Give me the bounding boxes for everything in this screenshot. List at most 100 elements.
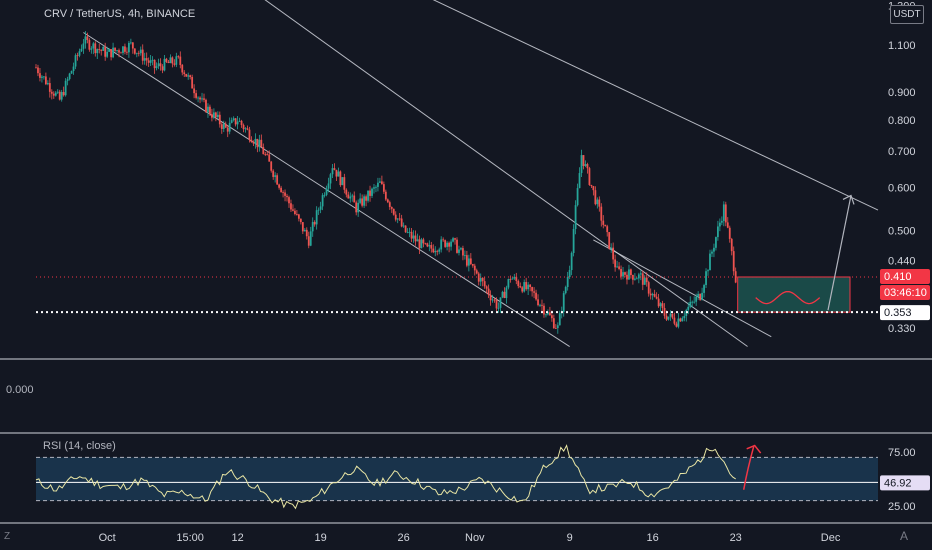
candle-body [72,66,75,72]
candle-body [319,206,322,210]
candle-body [475,270,478,274]
candle-body [296,214,298,215]
candle-body [628,269,630,280]
candle-body [406,231,409,233]
candle-body [539,304,541,306]
candle-body [669,313,672,317]
candle-body [673,317,676,324]
candle-body [705,271,707,285]
candle-body [159,63,162,67]
candle-body [112,47,114,58]
candle-body [339,171,342,186]
candle-body [78,51,81,56]
candle-body [311,222,314,232]
candle-body [250,139,253,143]
candle-body [491,299,494,301]
candle-body [653,294,656,297]
candle-body [444,240,447,247]
candle-body [691,301,694,303]
candle-body [266,154,269,156]
candle-body [709,253,711,271]
candle-body [35,67,37,69]
symbol-title: CRV / TetherUS, 4h, BINANCE [44,8,196,20]
candle-body [462,248,464,256]
candle-body [191,76,194,89]
candle-body [718,222,721,227]
time-tick-label: 26 [398,532,410,544]
candle-body [349,196,352,199]
candle-body [521,287,524,292]
candle-body [460,248,462,250]
candle-body [177,56,180,58]
candle-body [175,56,178,65]
candle-body [568,270,571,278]
candle-body [297,214,300,219]
candle-body [323,194,326,196]
candle-body [270,161,273,171]
candle-body [505,287,508,299]
candle-body [258,139,261,148]
candle-body [643,277,646,285]
candle-body [380,181,383,185]
candle-body [566,277,569,288]
forecast-arrow-head [842,194,855,205]
candle-body [355,202,358,213]
candle-body [335,169,338,177]
candle-body [126,51,128,53]
candle-body [469,258,472,265]
rsi-up-arrow [742,446,755,490]
candle-body [226,127,229,132]
auto-scale-icon[interactable]: A [900,529,909,543]
candle-body [56,91,59,93]
candle-body [137,52,140,54]
candle-body [351,195,354,197]
candle-body [574,205,577,229]
candle-body [618,266,620,269]
axis-badges: 0.410 03:46:10 0.353 46.92 [880,268,930,491]
candle-body [157,63,160,67]
candle-body [303,229,306,232]
forecast-wave [755,290,821,305]
timezone-icon[interactable]: Z [4,531,11,542]
candle-body [582,155,585,166]
candle-body [135,52,138,54]
candle-body [39,73,41,78]
candle-body [720,220,723,223]
candle-body [630,269,632,276]
candle-body [487,288,490,295]
candle-body [171,57,174,64]
candle-body [572,228,575,253]
price-tick-label: 0.500 [888,225,916,237]
candle-body [361,198,364,206]
channel-line-4 [593,239,772,338]
candle-body [325,188,328,195]
candle-body [129,42,132,44]
rsi-pane [35,444,878,510]
candle-body [616,266,618,268]
currency-button[interactable]: USDT [890,5,924,24]
candle-body [517,280,520,287]
candle-body [207,106,209,113]
candle-body [614,259,617,268]
candle-body [64,80,67,96]
candle-body [365,196,367,201]
candle-body [578,173,581,189]
last-price-badge: 0.410 [884,271,912,283]
candle-body [438,249,441,252]
candle-body [711,251,713,254]
rsi-tick-label: 75.00 [888,447,916,459]
candle-body [337,171,340,177]
candle-body [681,318,684,322]
candle-body [655,296,658,299]
candle-body [701,292,703,300]
candle-body [717,226,719,238]
support-level-badge-bg [880,305,930,321]
candle-body [533,291,535,293]
candle-body [96,49,99,54]
candle-body [205,99,207,113]
candle-body [456,239,458,253]
candle-body [707,270,709,272]
candle-body [145,58,148,61]
candle-body [66,79,69,81]
